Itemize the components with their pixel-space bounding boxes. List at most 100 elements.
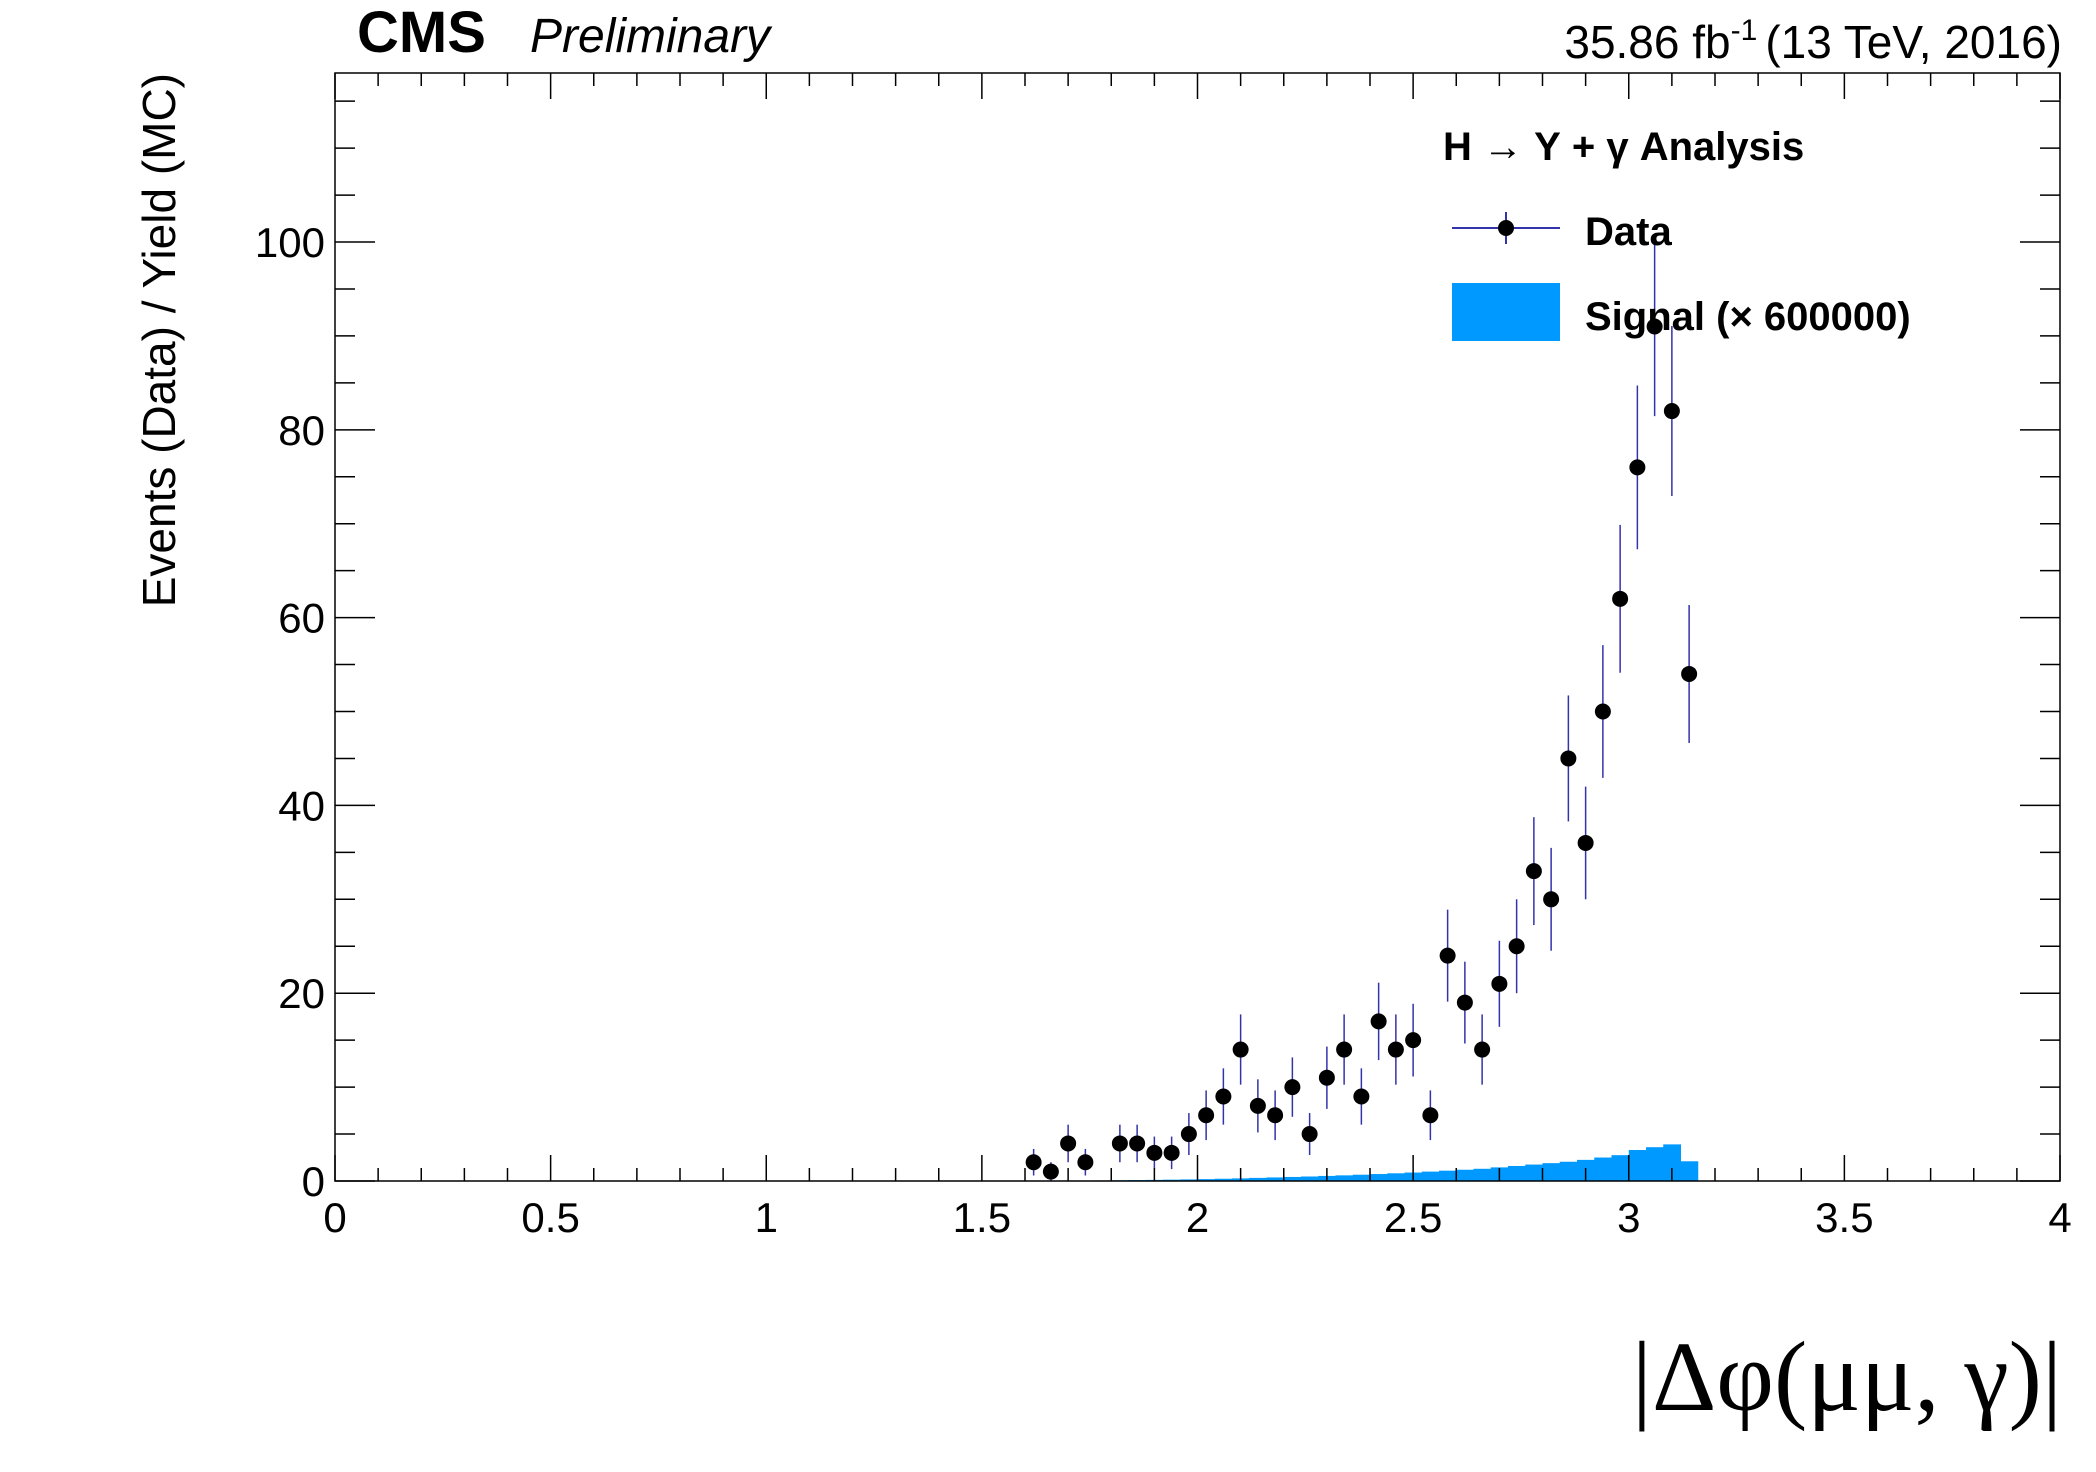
data-point (1474, 1041, 1491, 1058)
data-point (1129, 1135, 1146, 1152)
data-point (1267, 1107, 1284, 1124)
lumi-value: 35.86 fb (1564, 16, 1730, 68)
signal-bin (1594, 1157, 1612, 1181)
signal-bin (1456, 1169, 1474, 1181)
data-point (1060, 1135, 1077, 1152)
data-point (1439, 947, 1456, 964)
y-tick-label: 20 (278, 970, 325, 1017)
signal-bin (1680, 1161, 1699, 1181)
data-point (1508, 938, 1525, 955)
data-point (1146, 1144, 1163, 1161)
data-point (1370, 1013, 1387, 1030)
signal-bin (1542, 1163, 1561, 1181)
signal-bin (1439, 1170, 1457, 1181)
data-point (1180, 1126, 1197, 1143)
x-tick-labels: 0 0.5 1 1.5 2 2.5 3 3.5 4 (323, 1194, 2071, 1241)
data-point (1077, 1154, 1094, 1171)
legend: H → Υ + γ Analysis Data Signal (× 600000… (1443, 125, 1911, 341)
signal-histogram (1025, 1144, 1699, 1181)
y-tick-label: 80 (278, 407, 325, 454)
data-point (1025, 1154, 1042, 1171)
signal-bin (1352, 1174, 1371, 1181)
y-tick-label: 40 (278, 782, 325, 829)
energy-label: (13 TeV, 2016) (1765, 16, 2062, 68)
data-point (1387, 1041, 1404, 1058)
signal-bin (1370, 1174, 1388, 1181)
signal-bin (1249, 1177, 1267, 1181)
data-point (1560, 750, 1577, 767)
x-tick-label: 0.5 (521, 1194, 579, 1241)
x-tick-label: 3.5 (1815, 1194, 1873, 1241)
lumi-exponent: -1 (1731, 14, 1758, 47)
signal-bin (1283, 1176, 1302, 1181)
y-axis-title: Events (Data) / Yield (MC) (133, 73, 185, 607)
signal-bin (1473, 1168, 1492, 1181)
signal-bin (1266, 1177, 1285, 1181)
signal-bin (1628, 1150, 1647, 1181)
data-point (1663, 403, 1680, 420)
signal-bin (1197, 1179, 1216, 1181)
signal-bin (1421, 1171, 1440, 1181)
data-point (1042, 1163, 1059, 1180)
data-point (1612, 590, 1629, 607)
data-point (1215, 1088, 1232, 1105)
lumi-label: 35.86 fb-1 (13 TeV, 2016) (1564, 14, 2062, 68)
data-point (1163, 1144, 1180, 1161)
signal-bin (1301, 1176, 1319, 1181)
y-tick-labels: 0 20 40 60 80 100 (255, 219, 325, 1205)
data-point (1543, 891, 1560, 908)
data-point (1111, 1135, 1128, 1152)
signal-bin (1508, 1165, 1526, 1181)
data-point (1629, 459, 1646, 476)
data-point (1577, 834, 1594, 851)
signal-bin (1646, 1147, 1664, 1181)
data-point (1301, 1126, 1318, 1143)
axis-ticks (334, 73, 2061, 1182)
data-point (1525, 863, 1542, 880)
signal-bin (1387, 1173, 1405, 1181)
legend-signal-label: Signal (× 600000) (1585, 295, 1911, 339)
data-point (1456, 994, 1473, 1011)
x-axis-title: |Δφ(μμ, γ)| (1632, 1321, 2062, 1432)
data-point (1336, 1041, 1353, 1058)
legend-data-label: Data (1585, 210, 1672, 254)
data-point (1232, 1041, 1249, 1058)
signal-bin (1559, 1161, 1578, 1181)
data-points (1025, 318, 1698, 1180)
legend-data-marker (1498, 220, 1514, 236)
data-error-bars (1032, 236, 1690, 1181)
experiment-label: CMS (357, 0, 486, 65)
legend-signal-swatch (1452, 283, 1560, 341)
plot-frame (334, 72, 2061, 1182)
signal-bin (1335, 1175, 1354, 1181)
status-label: Preliminary (530, 10, 773, 63)
x-tick-label: 1 (755, 1194, 778, 1241)
data-point (1422, 1107, 1439, 1124)
x-tick-label: 3 (1617, 1194, 1640, 1241)
x-tick-label: 2.5 (1384, 1194, 1442, 1241)
x-tick-label: 1.5 (953, 1194, 1011, 1241)
x-tick-label: 2 (1186, 1194, 1209, 1241)
data-point (1318, 1069, 1335, 1086)
signal-bin (1180, 1179, 1198, 1181)
signal-bin (1663, 1144, 1681, 1181)
signal-bin (1525, 1164, 1543, 1181)
data-point (1491, 975, 1508, 992)
x-tick-label: 0 (323, 1194, 346, 1241)
y-tick-label: 60 (278, 595, 325, 642)
data-point (1353, 1088, 1370, 1105)
legend-title: H → Υ + γ Analysis (1443, 125, 1804, 169)
data-point (1249, 1097, 1266, 1114)
x-tick-label: 4 (2048, 1194, 2071, 1241)
y-tick-label: 100 (255, 219, 325, 266)
data-point (1198, 1107, 1215, 1124)
signal-bin (1214, 1178, 1233, 1181)
data-point (1594, 703, 1611, 720)
data-point (1646, 318, 1663, 335)
data-point (1284, 1079, 1301, 1096)
data-point (1681, 665, 1698, 682)
signal-bin (1611, 1155, 1630, 1181)
y-tick-label: 0 (302, 1158, 325, 1205)
data-point (1405, 1032, 1422, 1049)
